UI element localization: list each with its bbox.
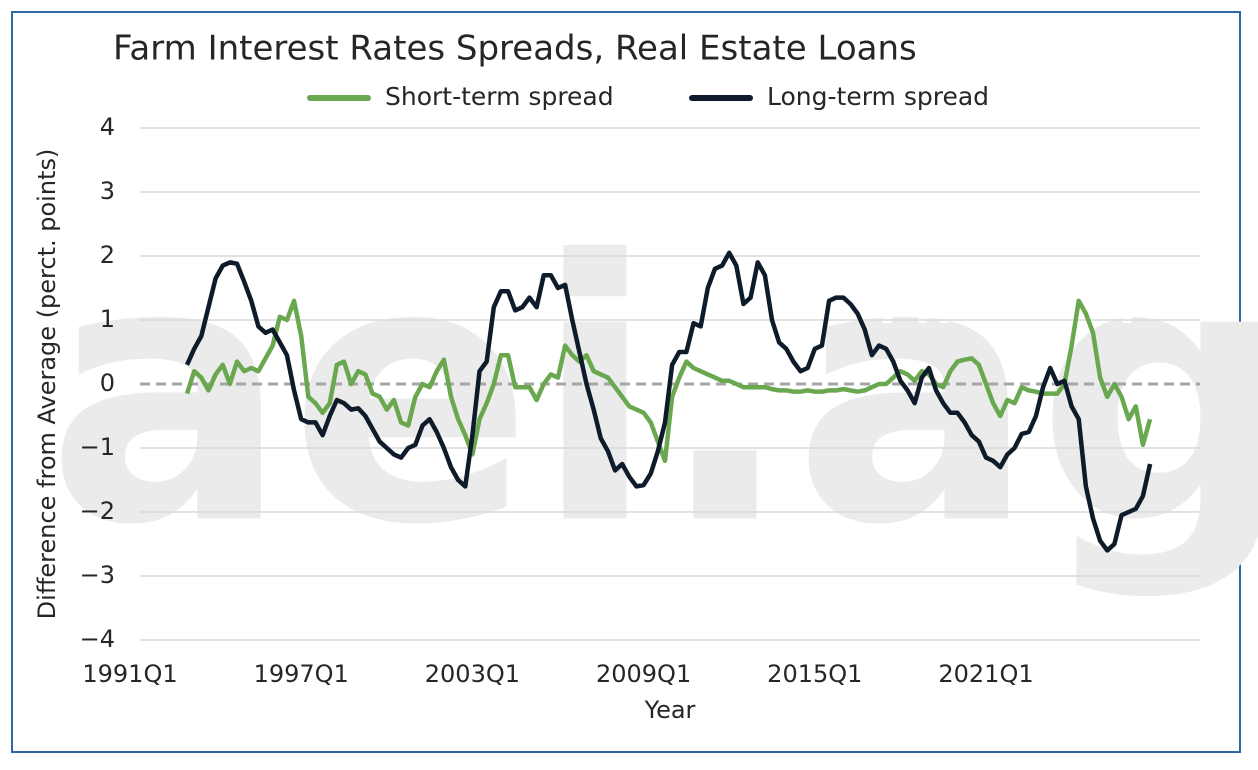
y-tick-label: 4 — [100, 113, 115, 141]
series-line — [184, 298, 1153, 464]
x-tick-label: 2015Q1 — [767, 660, 862, 688]
legend: Short-term spread Long-term spread — [307, 82, 989, 111]
y-tick-label: 3 — [100, 177, 115, 205]
plot — [184, 250, 1153, 553]
watermark-group: aei.ag PREMIUM — [46, 184, 1258, 603]
chart-title: Farm Interest Rates Spreads, Real Estate… — [113, 29, 917, 69]
watermark: aei.ag — [46, 184, 1258, 603]
frame — [11, 11, 1241, 753]
y-tick-label: 0 — [100, 369, 115, 397]
series-line — [185, 250, 1153, 553]
legend-label: Long-term spread — [767, 82, 989, 111]
grid: −4 −3 −2 −1 0 1 2 3 4 1991Q1 1997Q1 2003Q1 2009Q1 201… — [80, 113, 1200, 688]
y-tick-label: 1 — [100, 305, 115, 333]
y-tick-label: −2 — [80, 497, 115, 525]
y-tick-label: −4 — [80, 625, 115, 653]
y-tick-label: −3 — [80, 561, 115, 589]
legend-label: Short-term spread — [385, 82, 614, 111]
y-axis-title: Difference from Average (perct. points) — [33, 149, 61, 620]
x-tick-label: 1991Q1 — [82, 660, 177, 688]
x-tick-label: 2021Q1 — [938, 660, 1033, 688]
y-tick-label: 2 — [100, 241, 115, 269]
x-tick-label: 2003Q1 — [425, 660, 520, 688]
badge: PREMIUM — [881, 279, 1138, 335]
x-tick-label: 2009Q1 — [596, 660, 691, 688]
x-tick-label: 1997Q1 — [254, 660, 349, 688]
x-axis-title: Year — [644, 696, 696, 724]
y-tick-label: −1 — [80, 433, 115, 461]
